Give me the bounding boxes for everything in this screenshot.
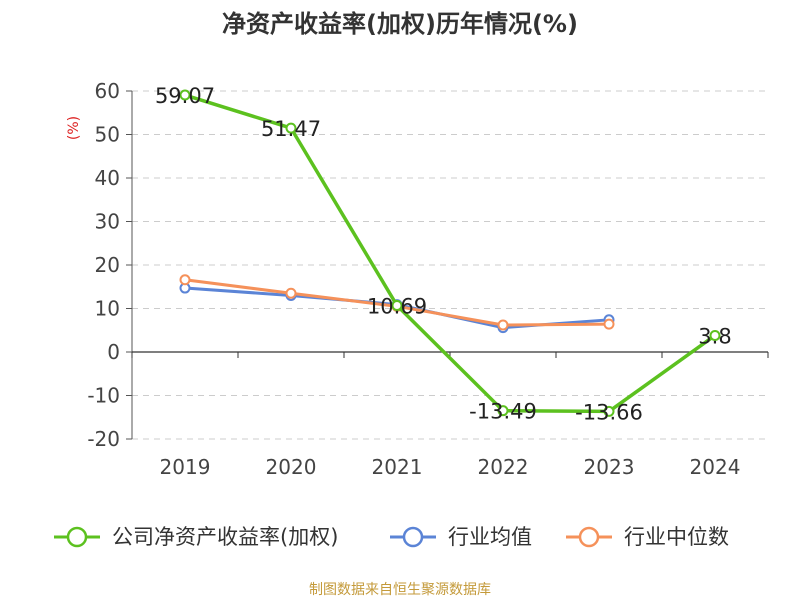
source-note: 制图数据来自恒生聚源数据库	[309, 582, 491, 598]
data-label: 10.69	[367, 294, 427, 318]
data-point	[603, 318, 615, 330]
data-point	[285, 122, 297, 134]
x-tick-label: 2021	[372, 455, 423, 479]
axes: 60 50 40 30 20 10 0 -10 -20 2019 2020 2021 2022 2023 2…	[87, 79, 769, 479]
series-line	[183, 93, 717, 414]
x-tick-label: 2023	[584, 455, 635, 479]
x-tick-label: 2020	[266, 455, 317, 479]
grid-lines	[132, 90, 768, 440]
data-point	[709, 329, 721, 341]
data-point	[603, 405, 615, 417]
legend-marker	[402, 526, 424, 548]
y-tick-label: 60	[95, 79, 120, 103]
legend-item[interactable]: 公司净资产收益率(加权)	[54, 525, 338, 549]
y-tick-label: -10	[87, 384, 120, 408]
legend[interactable]: 公司净资产收益率(加权) 行业均值 行业中位数	[54, 525, 729, 549]
y-tick-label: 10	[95, 297, 120, 321]
series-lines	[179, 89, 721, 417]
data-label: 51.47	[261, 117, 321, 141]
legend-label: 行业均值	[448, 525, 532, 549]
legend-marker	[66, 526, 88, 548]
y-tick-label: 50	[95, 123, 120, 147]
data-label: 3.8	[698, 324, 731, 348]
x-tick-label: 2024	[690, 455, 741, 479]
y-tick-label: 40	[95, 166, 120, 190]
y-tick-label: 0	[107, 340, 120, 364]
legend-label: 公司净资产收益率(加权)	[112, 525, 338, 549]
legend-marker	[578, 526, 600, 548]
legend-item[interactable]: 行业均值	[390, 525, 532, 549]
y-tick-label: 20	[95, 253, 120, 277]
y-tick-label: 30	[95, 210, 120, 234]
chart-title: 净资产收益率(加权)历年情况(%)	[222, 10, 578, 38]
x-tick-label: 2022	[478, 455, 529, 479]
data-label: -13.66	[575, 400, 643, 424]
y-tick-label: -20	[87, 427, 120, 451]
data-labels: 59.07 51.47 10.69 -13.49 -13.66 3.8	[155, 84, 732, 424]
data-point	[179, 89, 191, 101]
legend-label: 行业中位数	[624, 525, 729, 549]
data-label: -13.49	[469, 400, 537, 424]
data-point	[391, 299, 403, 311]
data-point	[179, 274, 191, 286]
data-point	[285, 287, 297, 299]
x-tick-label: 2019	[160, 455, 211, 479]
data-label: 59.07	[155, 84, 215, 108]
data-point	[497, 405, 509, 417]
legend-item[interactable]: 行业中位数	[566, 525, 729, 549]
y-axis-label: (%)	[66, 116, 82, 140]
data-point	[497, 319, 509, 331]
